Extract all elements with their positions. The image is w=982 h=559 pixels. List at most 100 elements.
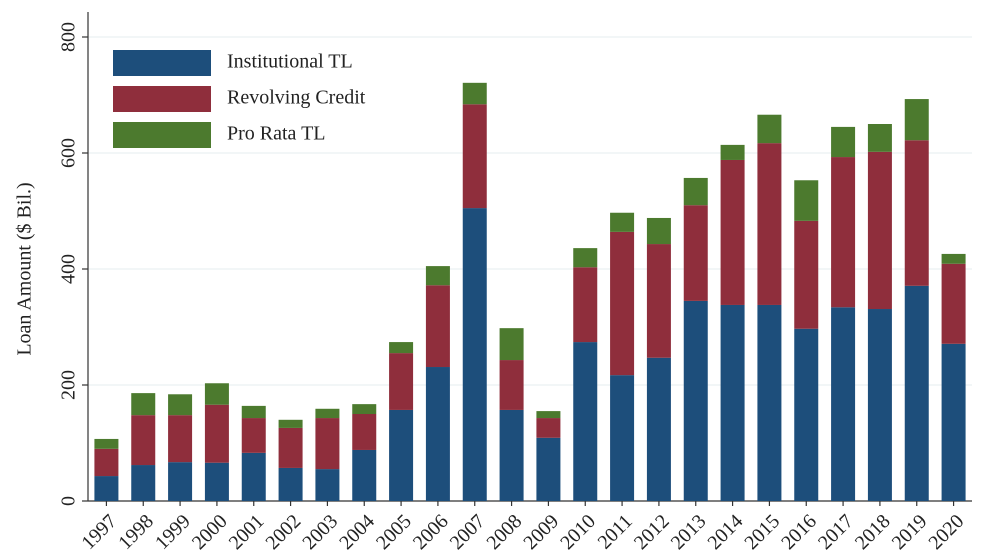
x-tick-label: 1998: [114, 510, 158, 554]
bar-segment: [794, 328, 819, 501]
bar-segment: [720, 304, 745, 501]
bar-segment: [573, 342, 598, 501]
bar-segment: [794, 220, 819, 329]
x-tick-label: 2003: [298, 510, 342, 554]
bar-segment: [683, 300, 708, 501]
y-tick-label: 800: [58, 22, 80, 52]
bar-segment: [573, 267, 598, 343]
bar-segment: [499, 328, 524, 361]
bar-segment: [168, 462, 193, 501]
y-tick-label: 400: [58, 254, 80, 284]
bar-segment: [941, 263, 966, 344]
bar-segment: [904, 140, 929, 286]
x-tick-label: 1999: [151, 510, 195, 554]
bar-segment: [499, 409, 524, 501]
bar-segment: [278, 419, 303, 428]
x-tick-label: 2013: [667, 510, 711, 554]
x-tick-label: 2017: [814, 510, 858, 554]
bar-segment: [462, 208, 487, 501]
bar-segment: [683, 205, 708, 301]
bar-segment: [573, 248, 598, 268]
bar-segment: [94, 448, 119, 477]
x-tick-label: 2005: [372, 510, 416, 554]
legend-label: Pro Rata TL: [227, 123, 326, 145]
legend-swatch: [113, 122, 211, 148]
y-tick-label: 200: [58, 370, 80, 400]
bar-segment: [831, 126, 856, 158]
bar-segment: [462, 82, 487, 105]
bar-segment: [941, 253, 966, 264]
bar-segment: [610, 231, 635, 376]
bar-segment: [831, 307, 856, 501]
bar-segment: [131, 393, 156, 416]
bar-segment: [389, 353, 414, 410]
x-tick-label: 2016: [777, 510, 821, 554]
bar-segment: [462, 104, 487, 209]
bar-segment: [204, 462, 229, 501]
bar-segment: [204, 383, 229, 405]
x-tick-label: 2018: [851, 510, 895, 554]
x-tick-label: 2010: [556, 510, 600, 554]
bar-segment: [425, 285, 450, 368]
bar-segment: [610, 375, 635, 501]
bar-segment: [794, 180, 819, 221]
y-tick-label: 600: [58, 138, 80, 168]
bar-segment: [94, 438, 119, 449]
bar-segment: [131, 415, 156, 466]
bar-segment: [352, 404, 377, 414]
bar-segment: [241, 452, 266, 501]
x-tick-label: 2004: [335, 510, 379, 554]
bar-segment: [757, 143, 782, 305]
bar-segment: [867, 124, 892, 152]
x-tick-label: 2006: [409, 510, 453, 554]
bar-segment: [720, 159, 745, 305]
x-tick-label: 2020: [925, 510, 969, 554]
x-tick-label: 2000: [188, 510, 232, 554]
x-tick-label: 2008: [483, 510, 527, 554]
bar-segment: [904, 99, 929, 141]
x-tick-label: 1997: [77, 510, 121, 554]
x-tick-label: 2015: [740, 510, 784, 554]
bar-segment: [352, 449, 377, 501]
y-tick-label: 0: [58, 496, 80, 506]
bar-segment: [720, 144, 745, 160]
x-tick-label: 2002: [262, 510, 306, 554]
bar-segment: [646, 217, 671, 245]
bar-segment: [867, 151, 892, 310]
bar-segment: [867, 309, 892, 501]
x-tick-label: 2009: [519, 510, 563, 554]
x-tick-label: 2012: [630, 510, 674, 554]
bar-segment: [168, 394, 193, 416]
bar-segment: [204, 404, 229, 463]
bar-segment: [389, 409, 414, 501]
bar-segment: [831, 157, 856, 308]
bar-segment: [536, 418, 561, 438]
bar-segment: [131, 465, 156, 501]
bar-segment: [610, 212, 635, 232]
x-tick-label: 2011: [594, 510, 637, 553]
legend-swatch: [113, 86, 211, 112]
bar-segment: [94, 476, 119, 501]
y-axis-label: Loan Amount ($ Bil.): [14, 182, 36, 355]
bar-segment: [904, 285, 929, 501]
bar-segment: [941, 343, 966, 501]
bar-segment: [757, 304, 782, 501]
bar-segment: [425, 367, 450, 501]
bar-segment: [278, 467, 303, 501]
bar-segment: [536, 411, 561, 419]
x-tick-label: 2019: [888, 510, 932, 554]
bar-segment: [499, 360, 524, 410]
legend-label: Institutional TL: [227, 51, 353, 73]
x-tick-label: 2007: [446, 510, 490, 554]
x-tick-label: 2014: [704, 510, 748, 554]
bar-segment: [241, 418, 266, 453]
bar-segment: [315, 418, 340, 470]
bar-segment: [352, 414, 377, 450]
bar-segment: [168, 415, 193, 463]
legend-label: Revolving Credit: [227, 87, 366, 109]
bar-segment: [646, 357, 671, 501]
bar-segment: [315, 469, 340, 501]
x-tick-label: 2001: [225, 510, 269, 554]
bar-segment: [389, 342, 414, 354]
